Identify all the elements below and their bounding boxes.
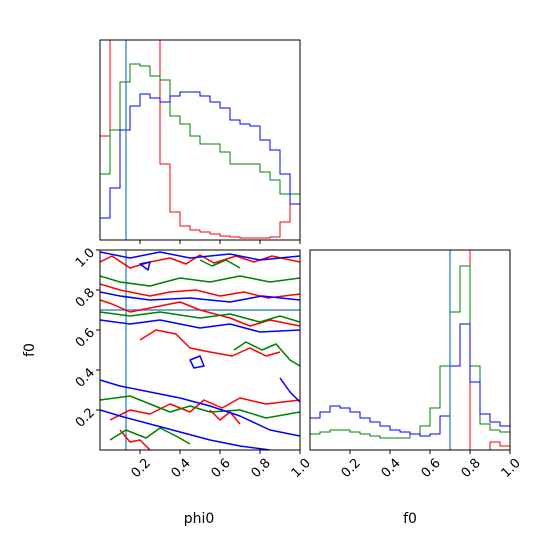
contour-red-3 bbox=[139, 329, 281, 357]
f0-marginal-xtick-label-2: 0.6 bbox=[419, 456, 444, 481]
contour-green-7 bbox=[100, 275, 300, 287]
contour-green-10 bbox=[100, 395, 300, 419]
contour-blue-19 bbox=[139, 261, 151, 271]
contour-ytick-label-1: 0.4 bbox=[73, 365, 98, 390]
contour-xtick-label-2: 0.6 bbox=[209, 456, 234, 481]
contour-red-5 bbox=[119, 429, 151, 450]
contour-blue-13 bbox=[100, 251, 300, 261]
f0-left-axis-title: f0 bbox=[22, 343, 38, 357]
phi0-axis-title: phi0 bbox=[184, 511, 215, 527]
f0-marginal-xtick-label-1: 0.4 bbox=[379, 456, 404, 481]
chart-frames-layer bbox=[99, 39, 511, 451]
contour-xtick-label-1: 0.4 bbox=[169, 456, 194, 481]
f0-marginal-xtick-label-3: 0.8 bbox=[459, 456, 484, 481]
f0-marginal-xtick-label-0: 0.2 bbox=[339, 456, 364, 481]
contour-blue-18 bbox=[279, 377, 300, 403]
f0-bottom-axis-title: f0 bbox=[403, 511, 417, 527]
contour-xtick-label-3: 0.8 bbox=[249, 456, 274, 481]
contour-green-11 bbox=[109, 427, 191, 445]
f0-hist-blue bbox=[309, 323, 511, 450]
contour-blue-17 bbox=[100, 409, 271, 450]
contour-xtick-label-0: 0.2 bbox=[129, 456, 154, 481]
chart-ticks-layer: 0.2 0.4 0.6 0.8 1.0 0.2 0.4 0.6 0.8 1.0 0.2 0.4 0.6 0… bbox=[73, 240, 524, 481]
f0-hist-green bbox=[309, 265, 511, 450]
contour-red-6 bbox=[209, 409, 241, 425]
contour-red-1 bbox=[100, 283, 300, 299]
contour-green-12 bbox=[199, 259, 241, 269]
contour-blue-16 bbox=[100, 379, 300, 437]
contour-ytick-label-0: 0.2 bbox=[73, 405, 98, 430]
contour-blue-14 bbox=[100, 291, 300, 303]
contour-blue-20 bbox=[189, 355, 205, 369]
phi0-marginal-frame bbox=[99, 39, 301, 241]
phi0-hist-green bbox=[99, 63, 301, 240]
contour-lines bbox=[100, 251, 300, 450]
contour-ytick-label-4: 1.0 bbox=[73, 245, 98, 270]
contour-red-0 bbox=[100, 254, 300, 269]
contour-blue-15 bbox=[100, 319, 300, 333]
contour-xtick-label-4: 1.0 bbox=[289, 456, 314, 481]
contour-red-2 bbox=[100, 299, 300, 327]
chart-marks-layer bbox=[99, 39, 511, 451]
contour-ytick-label-3: 0.8 bbox=[73, 285, 98, 310]
contour-red-4 bbox=[109, 397, 300, 421]
phi0-hist-blue bbox=[99, 91, 301, 240]
contour-frame bbox=[99, 249, 301, 451]
contour-ytick-label-2: 0.6 bbox=[73, 325, 98, 350]
contour-green-9 bbox=[233, 341, 300, 367]
f0-marginal-xtick-label-4: 1.0 bbox=[499, 456, 524, 481]
f0-marginal-frame bbox=[309, 249, 511, 451]
contour-green-8 bbox=[100, 311, 300, 323]
